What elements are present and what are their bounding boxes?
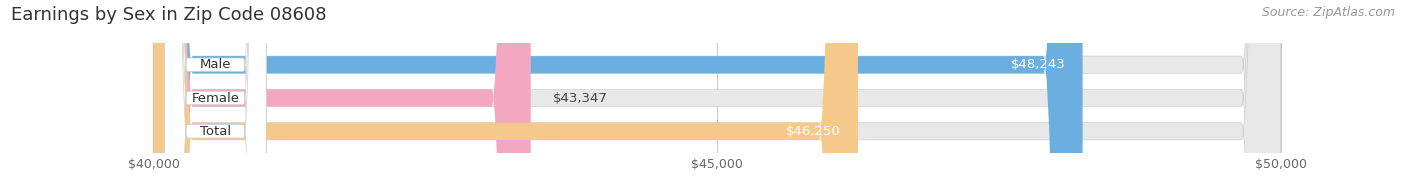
Text: Female: Female — [191, 92, 239, 104]
FancyBboxPatch shape — [153, 0, 1281, 196]
Text: $46,250: $46,250 — [786, 125, 841, 138]
Text: Earnings by Sex in Zip Code 08608: Earnings by Sex in Zip Code 08608 — [11, 6, 326, 24]
FancyBboxPatch shape — [153, 0, 1083, 196]
FancyBboxPatch shape — [165, 0, 266, 196]
Text: Source: ZipAtlas.com: Source: ZipAtlas.com — [1261, 6, 1395, 19]
FancyBboxPatch shape — [153, 0, 1281, 196]
FancyBboxPatch shape — [153, 0, 530, 196]
Text: $48,243: $48,243 — [1011, 58, 1066, 71]
Text: $43,347: $43,347 — [554, 92, 609, 104]
Text: Male: Male — [200, 58, 231, 71]
FancyBboxPatch shape — [165, 0, 266, 196]
FancyBboxPatch shape — [153, 0, 1281, 196]
Text: Total: Total — [200, 125, 231, 138]
FancyBboxPatch shape — [165, 0, 266, 196]
FancyBboxPatch shape — [153, 0, 858, 196]
